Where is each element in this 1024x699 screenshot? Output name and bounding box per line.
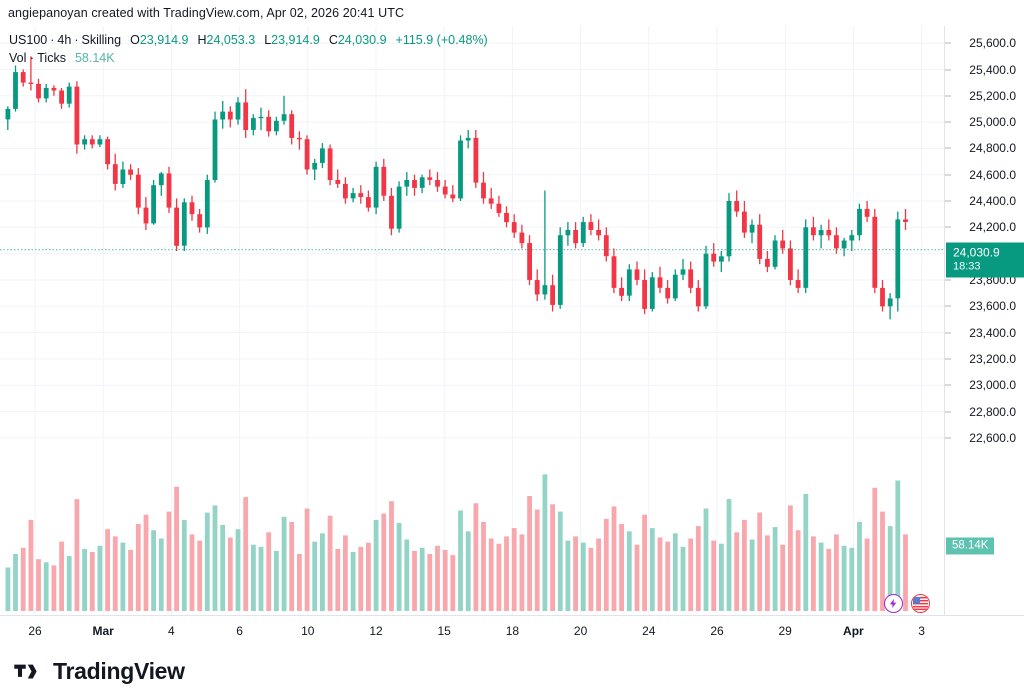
price-tick-label: 24,800.0	[969, 141, 1016, 156]
time-tick-label: 24	[642, 624, 656, 638]
price-tick-label: 24,200.0	[969, 220, 1016, 235]
current-price-countdown: 18:33	[953, 260, 981, 273]
price-tick-dash	[945, 411, 951, 412]
time-tick-label: 26	[710, 624, 724, 638]
time-tick-label: Apr	[843, 624, 864, 638]
price-tick-dash	[945, 121, 951, 123]
time-tick-label: Mar	[92, 624, 114, 638]
time-tick-label: 3	[918, 624, 925, 638]
time-tick-label: 26	[28, 624, 42, 638]
price-tick-dash	[945, 358, 951, 360]
time-tick-label: 20	[573, 624, 588, 638]
price-tick-dash	[945, 437, 951, 439]
price-tick-dash	[945, 69, 951, 70]
price-tick-dash	[945, 384, 951, 386]
time-tick-label: 10	[301, 624, 315, 638]
price-tick-label: 23,200.0	[969, 351, 1016, 366]
lightning-bolt-icon[interactable]	[884, 594, 903, 613]
price-tick-label: 24,600.0	[969, 167, 1016, 182]
price-tick-label: 23,600.0	[969, 299, 1016, 314]
price-tick-label: 25,200.0	[969, 88, 1016, 103]
time-axis[interactable]: 26 Mar 4 6 10 12 15 18 20 24 26 29 Apr 3	[0, 615, 1024, 655]
chart-gridlines	[0, 26, 944, 615]
price-tick-dash	[945, 95, 951, 97]
current-price-value: 24,030.9	[953, 245, 1000, 260]
current-price-badge[interactable]: 24,030.9 18:33	[946, 242, 1024, 278]
time-tick-label: 4	[168, 624, 175, 638]
us-flag-icon[interactable]	[911, 594, 930, 613]
price-tick-dash	[945, 279, 951, 281]
price-tick-label: 25,600.0	[969, 36, 1016, 51]
price-tick-dash	[945, 332, 951, 334]
price-tick-dash	[945, 174, 951, 176]
tradingview-wordmark: TradingView	[53, 658, 185, 684]
price-tick-label: 23,400.0	[969, 325, 1016, 340]
chart-pane[interactable]	[0, 26, 944, 615]
candlestick-series	[0, 56, 944, 612]
price-tick-dash	[945, 42, 951, 44]
price-tick-label: 25,400.0	[969, 62, 1016, 77]
price-tick-label: 22,800.0	[969, 404, 1016, 419]
price-tick-dash	[945, 147, 951, 149]
price-tick-label: 24,400.0	[969, 194, 1016, 208]
time-tick-label: 12	[369, 624, 383, 638]
time-tick-label: 15	[437, 624, 451, 638]
price-tick-label: 25,000.0	[969, 115, 1016, 130]
attribution-text: angiepanoyan created with TradingView.co…	[8, 6, 405, 20]
time-tick-label: 6	[236, 624, 243, 638]
current-volume-badge[interactable]: 58.14K	[946, 537, 995, 555]
price-tick-dash	[945, 226, 951, 228]
price-tick-dash	[945, 305, 951, 307]
time-tick-label: 29	[778, 624, 792, 638]
tradingview-logo: TradingView	[14, 658, 185, 685]
time-tick-label: 18	[505, 624, 520, 638]
price-tick-dash	[945, 200, 951, 202]
price-tick-label: 22,600.0	[969, 430, 1016, 445]
price-axis[interactable]: 25,600.0 25,400.0 25,200.0 25,000.0 24,800.0…	[944, 26, 1024, 615]
tradingview-mark-icon	[14, 664, 37, 679]
price-tick-label: 23,000.0	[969, 378, 1016, 393]
